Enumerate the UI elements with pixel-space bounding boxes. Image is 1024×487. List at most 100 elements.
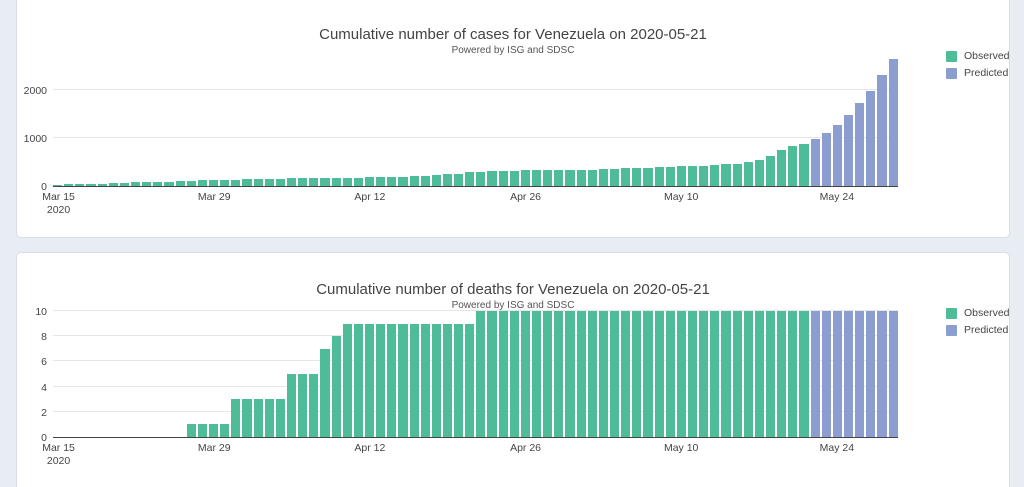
bar-observed[interactable] bbox=[320, 348, 330, 437]
bar-observed[interactable] bbox=[220, 424, 230, 437]
bar-observed[interactable] bbox=[576, 169, 586, 186]
bar-observed[interactable] bbox=[665, 311, 675, 437]
bar-observed[interactable] bbox=[220, 179, 230, 186]
bar-observed[interactable] bbox=[676, 166, 687, 186]
bar-observed[interactable] bbox=[699, 165, 709, 186]
bar-observed[interactable] bbox=[208, 424, 219, 437]
bar-observed[interactable] bbox=[253, 179, 263, 186]
bar-observed[interactable] bbox=[532, 311, 542, 437]
bar-observed[interactable] bbox=[97, 183, 107, 186]
bar-observed[interactable] bbox=[576, 311, 586, 437]
bar-observed[interactable] bbox=[632, 167, 642, 186]
bar-observed[interactable] bbox=[487, 171, 497, 186]
bar-predicted[interactable] bbox=[810, 138, 820, 186]
bar-observed[interactable] bbox=[688, 165, 698, 186]
bar-observed[interactable] bbox=[108, 182, 118, 186]
bar-observed[interactable] bbox=[598, 311, 609, 437]
bar-observed[interactable] bbox=[498, 311, 508, 437]
bar-observed[interactable] bbox=[286, 374, 297, 437]
bar-observed[interactable] bbox=[431, 175, 441, 186]
bar-observed[interactable] bbox=[654, 311, 664, 437]
bar-observed[interactable] bbox=[799, 143, 809, 186]
bar-observed[interactable] bbox=[342, 177, 352, 186]
bar-observed[interactable] bbox=[766, 311, 776, 437]
bar-observed[interactable] bbox=[275, 178, 285, 186]
bar-observed[interactable] bbox=[442, 323, 453, 437]
bar-observed[interactable] bbox=[688, 311, 698, 437]
bar-observed[interactable] bbox=[353, 323, 363, 437]
bar-observed[interactable] bbox=[387, 323, 397, 437]
bar-observed[interactable] bbox=[409, 176, 419, 186]
bar-observed[interactable] bbox=[186, 424, 196, 437]
bar-observed[interactable] bbox=[197, 424, 207, 437]
bar-observed[interactable] bbox=[75, 184, 85, 186]
bar-observed[interactable] bbox=[420, 323, 430, 437]
bar-observed[interactable] bbox=[754, 160, 764, 186]
bar-predicted[interactable] bbox=[888, 311, 898, 437]
bar-predicted[interactable] bbox=[877, 75, 887, 186]
bar-observed[interactable] bbox=[743, 161, 753, 186]
bar-predicted[interactable] bbox=[866, 311, 876, 437]
bar-predicted[interactable] bbox=[810, 311, 820, 437]
bar-observed[interactable] bbox=[610, 311, 620, 437]
bar-predicted[interactable] bbox=[843, 114, 854, 186]
bar-observed[interactable] bbox=[242, 399, 252, 437]
legend-item-predicted[interactable]: Predicted bbox=[946, 67, 1010, 79]
bar-observed[interactable] bbox=[264, 178, 274, 186]
bar-observed[interactable] bbox=[398, 176, 408, 186]
bar-observed[interactable] bbox=[676, 311, 687, 437]
bar-predicted[interactable] bbox=[855, 102, 865, 186]
bar-observed[interactable] bbox=[309, 374, 319, 437]
bar-observed[interactable] bbox=[476, 172, 486, 186]
bar-predicted[interactable] bbox=[832, 125, 842, 186]
bar-observed[interactable] bbox=[487, 311, 497, 437]
bar-observed[interactable] bbox=[353, 177, 363, 186]
bar-observed[interactable] bbox=[520, 311, 531, 437]
bar-observed[interactable] bbox=[231, 179, 241, 186]
legend-item-observed[interactable]: Observed bbox=[946, 307, 1010, 319]
bar-observed[interactable] bbox=[710, 164, 720, 186]
bar-observed[interactable] bbox=[721, 311, 731, 437]
bar-observed[interactable] bbox=[777, 311, 787, 437]
bar-observed[interactable] bbox=[543, 170, 553, 186]
bar-observed[interactable] bbox=[175, 180, 185, 186]
bar-observed[interactable] bbox=[64, 184, 74, 186]
bar-observed[interactable] bbox=[242, 179, 252, 186]
bar-observed[interactable] bbox=[532, 170, 542, 186]
bar-observed[interactable] bbox=[376, 176, 386, 186]
bar-observed[interactable] bbox=[275, 399, 285, 437]
bar-observed[interactable] bbox=[766, 156, 776, 186]
bar-observed[interactable] bbox=[465, 172, 475, 186]
bar-observed[interactable] bbox=[543, 311, 553, 437]
legend-item-observed[interactable]: Observed bbox=[946, 50, 1010, 62]
bar-observed[interactable] bbox=[364, 323, 375, 437]
bar-predicted[interactable] bbox=[821, 311, 831, 437]
bar-predicted[interactable] bbox=[821, 133, 831, 186]
bar-observed[interactable] bbox=[454, 323, 464, 437]
bar-observed[interactable] bbox=[420, 176, 430, 186]
bar-observed[interactable] bbox=[565, 170, 575, 186]
bar-predicted[interactable] bbox=[866, 90, 876, 186]
bar-observed[interactable] bbox=[754, 311, 764, 437]
bar-observed[interactable] bbox=[442, 173, 453, 186]
bar-observed[interactable] bbox=[431, 323, 441, 437]
bar-observed[interactable] bbox=[253, 399, 263, 437]
bar-observed[interactable] bbox=[465, 323, 475, 437]
bar-observed[interactable] bbox=[732, 311, 742, 437]
bar-observed[interactable] bbox=[610, 168, 620, 186]
bar-predicted[interactable] bbox=[877, 311, 887, 437]
bar-predicted[interactable] bbox=[832, 311, 842, 437]
bar-observed[interactable] bbox=[186, 180, 196, 186]
bar-observed[interactable] bbox=[342, 323, 352, 437]
bar-observed[interactable] bbox=[721, 164, 731, 186]
bar-observed[interactable] bbox=[587, 169, 597, 186]
bar-observed[interactable] bbox=[454, 173, 464, 186]
legend-item-predicted[interactable]: Predicted bbox=[946, 324, 1010, 336]
bar-observed[interactable] bbox=[197, 180, 207, 186]
bar-observed[interactable] bbox=[587, 311, 597, 437]
bar-observed[interactable] bbox=[153, 181, 163, 186]
bar-observed[interactable] bbox=[286, 178, 297, 186]
bar-observed[interactable] bbox=[710, 311, 720, 437]
bar-observed[interactable] bbox=[520, 170, 531, 186]
bar-observed[interactable] bbox=[699, 311, 709, 437]
